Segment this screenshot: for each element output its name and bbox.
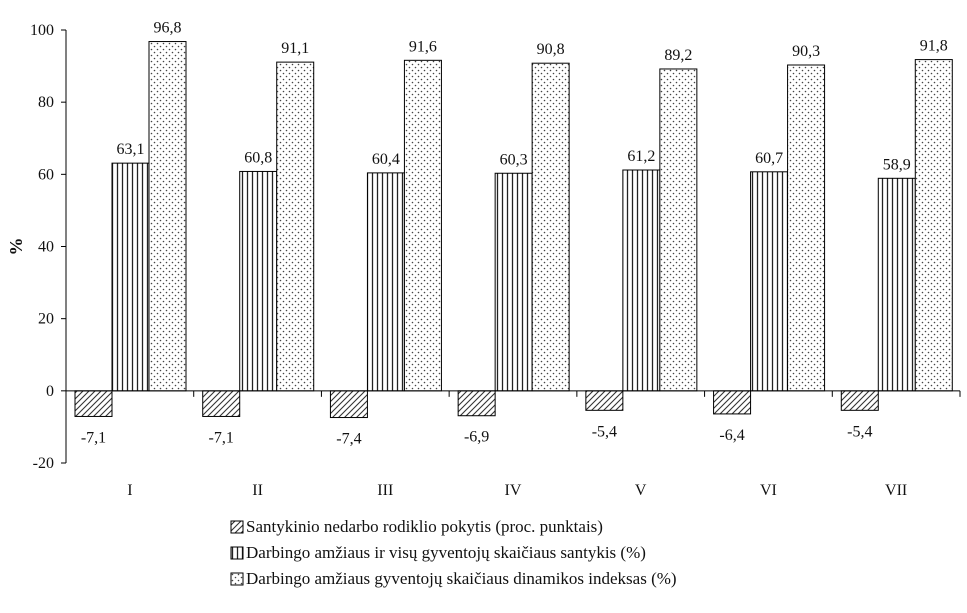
x-tick-label: VI	[760, 482, 777, 499]
data-label: 90,8	[537, 41, 565, 58]
x-tick-label: VII	[885, 482, 907, 499]
bar-1-II	[202, 390, 241, 417]
legend-entry: Darbingo amžiaus ir visų gyventojų skaič…	[246, 543, 646, 562]
legend-swatch	[230, 546, 244, 560]
data-label: -7,4	[336, 431, 361, 448]
data-label: 58,9	[883, 156, 911, 173]
bar-2-IV	[494, 172, 533, 392]
y-tick-label: 100	[30, 22, 54, 39]
y-axis-title: %	[6, 238, 26, 256]
data-label: 90,3	[792, 43, 820, 60]
bar-2-VI	[750, 171, 789, 392]
x-tick-label: I	[127, 482, 132, 499]
bar-3-V	[659, 68, 698, 392]
legend-entry: Santykinio nedarbo rodiklio pokytis (pro…	[246, 517, 603, 536]
bar-2-V	[622, 169, 661, 392]
data-label: -7,1	[209, 429, 234, 446]
bar-3-II	[276, 61, 315, 392]
bar-2-I	[111, 162, 150, 392]
data-label: -6,4	[719, 427, 744, 444]
x-tick-label: II	[252, 482, 263, 499]
y-tick-label: 60	[38, 166, 54, 183]
data-label: 91,8	[920, 38, 948, 55]
y-tick-label: -20	[33, 455, 54, 472]
bar-1-I	[74, 390, 113, 417]
bar-3-VI	[787, 64, 826, 392]
data-label: -5,4	[847, 423, 872, 440]
data-label: 60,8	[244, 149, 272, 166]
bar-3-IV	[531, 62, 570, 392]
bar-1-VII	[840, 390, 879, 411]
data-label: 96,8	[154, 20, 182, 37]
y-tick-label: 40	[38, 239, 54, 256]
bar-1-V	[585, 390, 624, 411]
bar-2-II	[239, 170, 278, 392]
data-label: 61,2	[627, 148, 655, 165]
legend-swatch	[230, 572, 244, 586]
bar-1-IV	[457, 390, 496, 417]
data-label: -6,9	[464, 429, 489, 446]
x-tick-label: IV	[505, 482, 522, 499]
data-label: -5,4	[592, 423, 617, 440]
bar-3-III	[403, 59, 442, 392]
legend-swatch	[230, 520, 244, 534]
data-label: -7,1	[81, 429, 106, 446]
y-tick-label: 20	[38, 311, 54, 328]
bar-2-VII	[877, 177, 916, 392]
data-label: 91,6	[409, 38, 437, 55]
x-tick-label: V	[635, 482, 647, 499]
y-tick-label: 0	[46, 383, 54, 400]
bar-1-VI	[713, 390, 752, 415]
bar-3-I	[148, 41, 187, 392]
data-label: 89,2	[664, 47, 692, 64]
data-label: 60,3	[500, 151, 528, 168]
y-tick-label: 80	[38, 94, 54, 111]
x-tick-label: III	[377, 482, 393, 499]
bar-3-VII	[914, 59, 953, 392]
bar-2-III	[366, 172, 405, 392]
data-label: 91,1	[281, 40, 309, 57]
data-label: 60,4	[372, 151, 400, 168]
data-label: 60,7	[755, 150, 783, 167]
data-label: 63,1	[117, 141, 145, 158]
bar-1-III	[329, 390, 368, 419]
legend-entry: Darbingo amžiaus gyventojų skaičiaus din…	[246, 569, 677, 588]
